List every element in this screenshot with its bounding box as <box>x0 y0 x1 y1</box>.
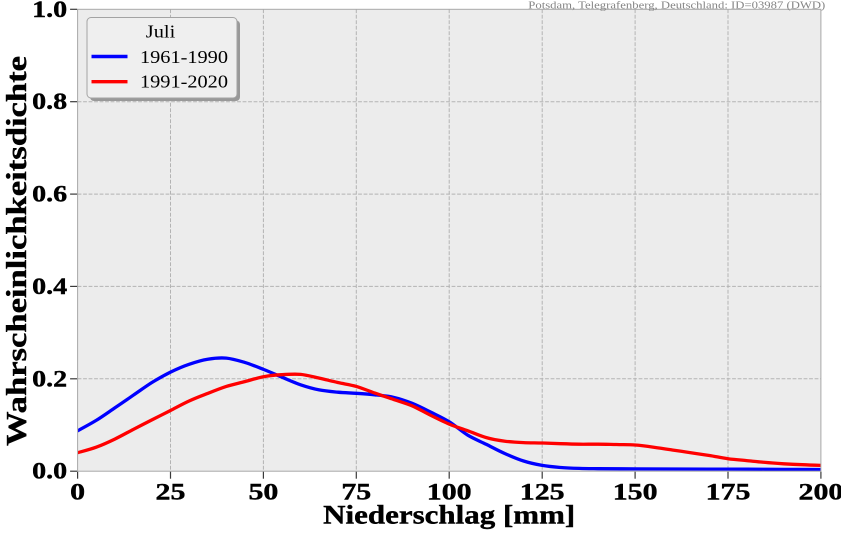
svg-text:Juli: Juli <box>146 22 176 42</box>
svg-text:25: 25 <box>156 479 186 505</box>
svg-text:0: 0 <box>70 479 85 505</box>
svg-text:50: 50 <box>248 479 278 505</box>
svg-text:0.8: 0.8 <box>32 89 67 115</box>
svg-text:75: 75 <box>341 479 371 505</box>
svg-text:1.0: 1.0 <box>32 0 67 22</box>
svg-text:200: 200 <box>798 479 841 505</box>
svg-text:Niederschlag [mm]: Niederschlag [mm] <box>323 501 575 530</box>
svg-text:100: 100 <box>427 479 472 505</box>
svg-text:0.2: 0.2 <box>32 366 67 392</box>
svg-text:1961-1990: 1961-1990 <box>140 47 228 67</box>
svg-text:Potsdam, Telegrafenberg, Deuts: Potsdam, Telegrafenberg, Deutschland: ID… <box>528 0 825 12</box>
svg-text:0.4: 0.4 <box>32 273 67 299</box>
svg-text:0.0: 0.0 <box>32 458 67 484</box>
svg-text:1991-2020: 1991-2020 <box>140 72 228 92</box>
svg-text:0.6: 0.6 <box>32 181 67 207</box>
svg-text:175: 175 <box>706 479 751 505</box>
svg-text:125: 125 <box>520 479 565 505</box>
svg-text:Wahrscheinlichkeitsdichte: Wahrscheinlichkeitsdichte <box>1 56 33 446</box>
svg-text:150: 150 <box>613 479 658 505</box>
